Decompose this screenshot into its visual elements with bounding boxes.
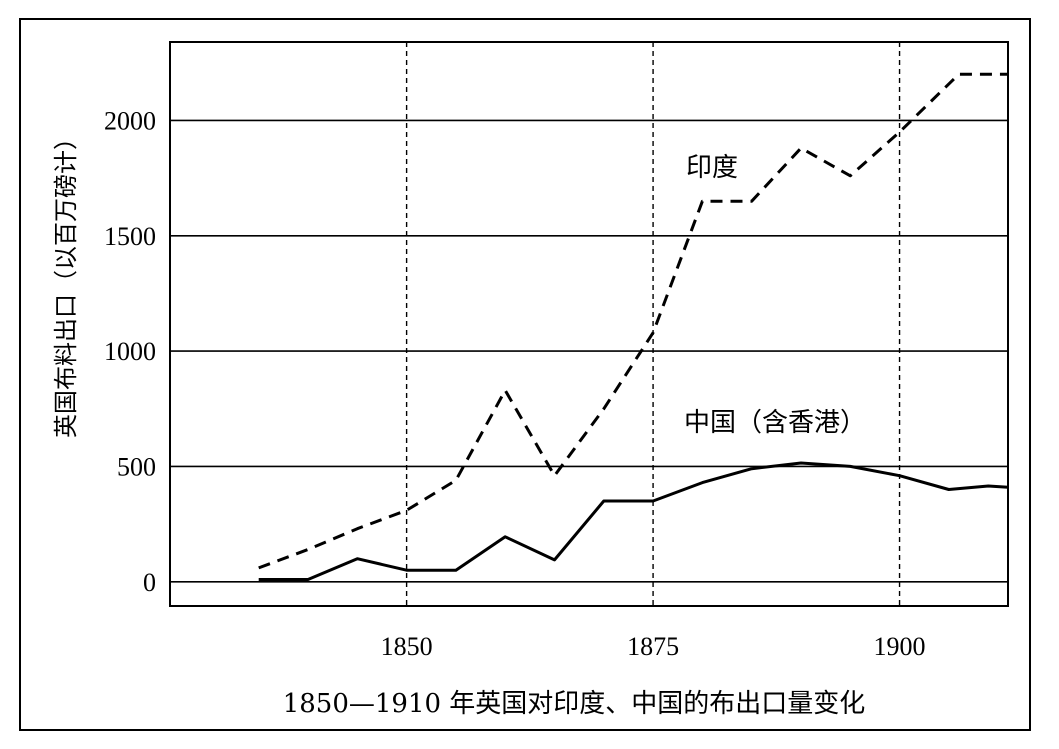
y-tick-labels: 0 500 1000 1500 2000 — [104, 106, 156, 596]
series-lines — [258, 72, 1009, 581]
chart-caption: 1850—1910 年英国对印度、中国的布出口量变化 — [283, 689, 866, 719]
y-tick-label: 1000 — [104, 337, 156, 366]
figure-frame — [19, 18, 1031, 731]
y-axis-label: 英国布料出口（以百万磅计） — [52, 126, 80, 438]
x-tick-label: 1875 — [627, 632, 679, 661]
x-tick-label: 1900 — [874, 632, 926, 661]
y-tick-label: 0 — [143, 568, 156, 597]
plot-area-border — [169, 41, 1009, 607]
horizontal-gridlines — [170, 119, 1008, 583]
x-tick-label: 1850 — [381, 632, 433, 661]
y-tick-label: 2000 — [104, 106, 156, 135]
x-tick-labels: 1850 1875 1900 — [381, 632, 926, 661]
series-line-china — [258, 461, 1009, 581]
series-label-india: 印度 — [686, 153, 738, 183]
series-label-china: 中国（含香港） — [684, 408, 866, 438]
y-tick-label: 500 — [117, 452, 156, 481]
series-line-india — [258, 72, 1008, 570]
y-tick-label: 1500 — [104, 222, 156, 251]
vertical-gridlines — [405, 42, 901, 606]
